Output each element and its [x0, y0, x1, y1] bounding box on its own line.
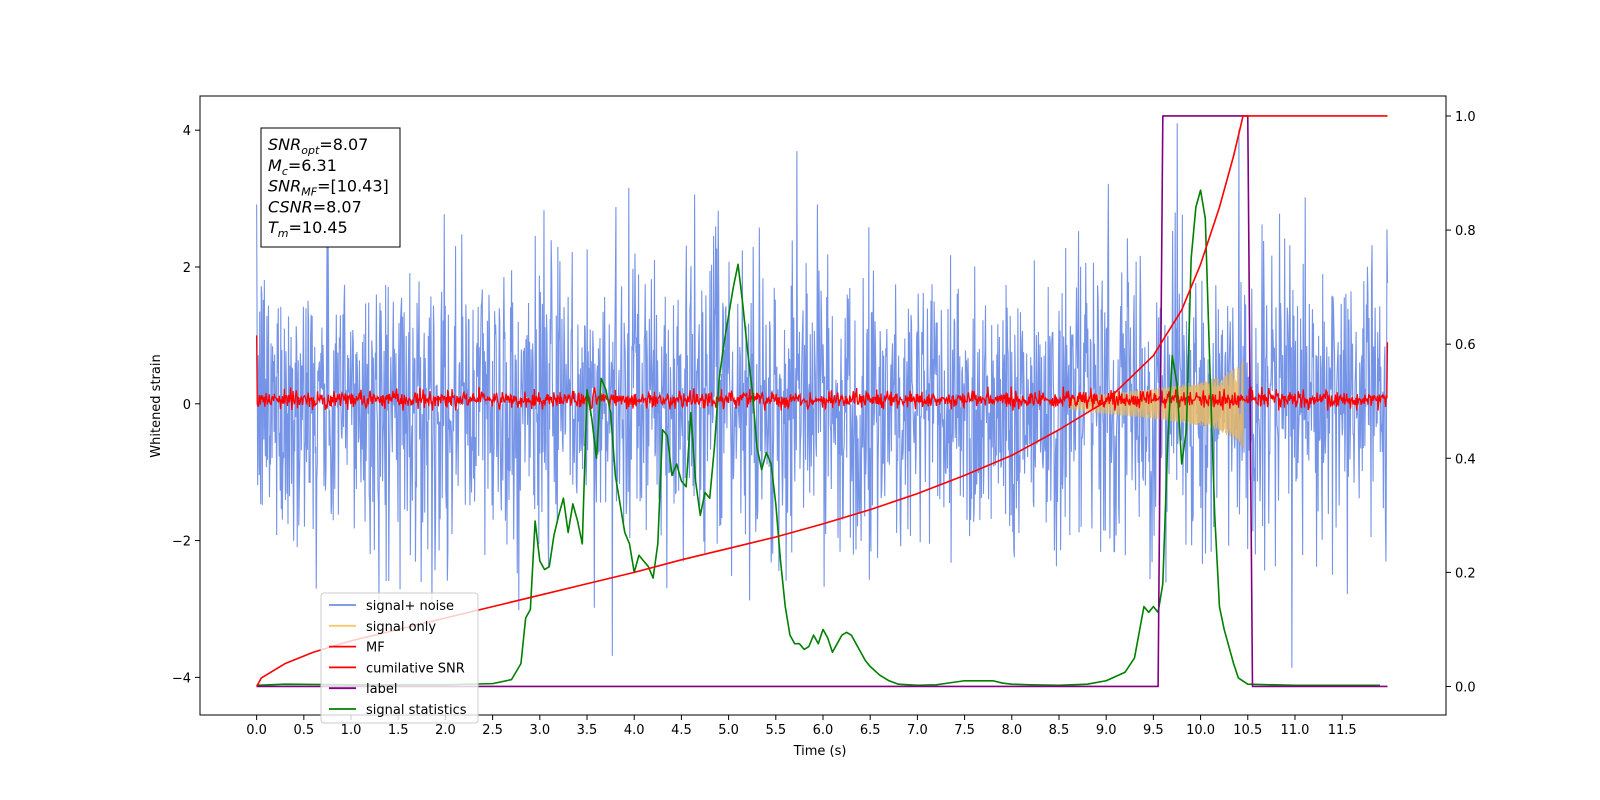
series-label — [256, 115, 1388, 688]
y-tick-label: 2 — [183, 261, 191, 276]
stat-line: Mc=6.31 — [268, 156, 337, 178]
legend: signal+ noise signal only MF cumilative SNR… — [320, 592, 479, 724]
stat-line: SNRopt=8.07 — [268, 135, 368, 157]
y-tick-label: 4 — [183, 124, 191, 139]
legend-label: signal only — [366, 620, 436, 635]
x-tick-label: 8.0 — [1001, 723, 1022, 738]
stat-line: CSNR=8.07 — [268, 197, 362, 216]
x-axis-title: Time (s) — [793, 744, 847, 759]
y-tick-label: −4 — [172, 671, 191, 686]
stat-line: Tm=10.45 — [268, 218, 348, 240]
x-tick-label: 9.0 — [1096, 723, 1117, 738]
x-tick-label: 0.5 — [293, 723, 314, 738]
legend-label: signal+ noise — [366, 599, 454, 614]
stats-box-frame — [260, 127, 401, 248]
y2-tick-label: 0.4 — [1455, 452, 1476, 467]
x-tick-label: 2.5 — [482, 723, 503, 738]
y2-tick-label: 1.0 — [1455, 110, 1476, 125]
x-tick-label: 10.5 — [1233, 723, 1262, 738]
x-tick-label: 3.5 — [577, 723, 598, 738]
x-tick-label: 2.0 — [435, 723, 456, 738]
x-tick-label: 1.5 — [388, 723, 409, 738]
x-tick-label: 6.5 — [860, 723, 881, 738]
x-axis: 0.0 0.5 1.0 1.5 2.0 2.5 3.0 3.5 4.0 4.5 5.0 5.5 6.0 6… — [246, 715, 1357, 738]
x-tick-label: 7.5 — [954, 723, 975, 738]
x-tick-label: 1.0 — [341, 723, 362, 738]
y-tick-label: −2 — [172, 535, 191, 550]
stat-line: SNRMF=[10.43] — [268, 177, 389, 199]
y2-tick-label: 0.2 — [1455, 566, 1476, 581]
x-tick-label: 8.5 — [1049, 723, 1070, 738]
y-axis-right: 1.0 0.8 0.6 0.4 0.2 0.0 — [1446, 110, 1476, 695]
x-tick-label: 5.0 — [718, 723, 739, 738]
x-tick-label: 4.5 — [671, 723, 692, 738]
x-tick-label: 10.0 — [1186, 723, 1215, 738]
x-tick-label: 4.0 — [624, 723, 645, 738]
x-tick-label: 7.0 — [907, 723, 928, 738]
legend-label: cumilative SNR — [366, 661, 465, 676]
series-signal-statistics — [256, 189, 1380, 687]
legend-frame — [320, 592, 479, 724]
x-tick-label: 3.0 — [529, 723, 550, 738]
x-tick-label: 0.0 — [246, 723, 267, 738]
x-tick-label: 6.0 — [813, 723, 834, 738]
y2-tick-label: 0.6 — [1455, 338, 1476, 353]
y2-tick-label: 0.8 — [1455, 224, 1476, 239]
x-tick-label: 11.0 — [1280, 723, 1309, 738]
y-axis-left: 4 2 0 −2 −4 — [172, 124, 200, 686]
x-tick-label: 9.5 — [1143, 723, 1164, 738]
y2-tick-label: 0.0 — [1455, 680, 1476, 695]
y-axis-title: Whitened strain — [149, 354, 164, 457]
y-tick-label: 0 — [183, 398, 191, 413]
series-mf — [255, 335, 1389, 412]
plot-area — [255, 115, 1389, 688]
legend-label: signal statistics — [366, 703, 467, 718]
x-tick-label: 11.5 — [1328, 723, 1357, 738]
x-tick-label: 5.5 — [765, 723, 786, 738]
legend-label: MF — [366, 641, 385, 656]
stats-annotation-box: SNRopt=8.07Mc=6.31SNRMF=[10.43]CSNR=8.07… — [260, 127, 401, 248]
legend-label: label — [366, 682, 397, 697]
